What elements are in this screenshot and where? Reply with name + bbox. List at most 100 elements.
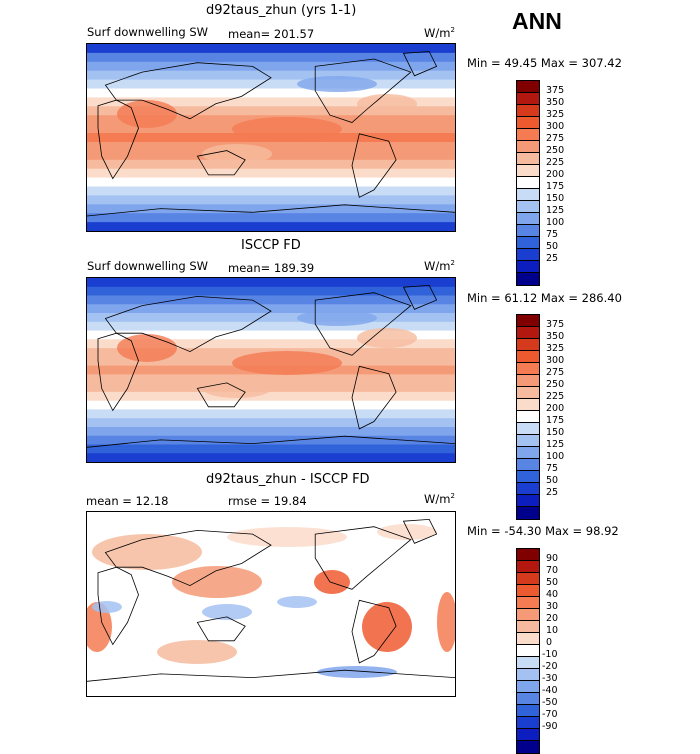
colorbar-swatch xyxy=(517,273,539,285)
map-anomaly-blob xyxy=(317,666,397,678)
map-band xyxy=(87,304,455,315)
colorbar-swatch xyxy=(517,705,539,717)
colorbar-swatch xyxy=(517,213,539,225)
panel-1-minmax: Min = 49.45 Max = 307.42 xyxy=(467,56,622,70)
map-anomaly-blob xyxy=(437,592,455,652)
map-band xyxy=(87,418,455,428)
map-band xyxy=(87,204,455,215)
colorbar-tick-label: 40 xyxy=(546,589,559,600)
coastline xyxy=(87,669,455,682)
colorbar-tick-label: 50 xyxy=(546,577,559,588)
colorbar-swatch xyxy=(517,165,539,177)
colorbar-tick-label: 150 xyxy=(546,193,565,204)
colorbar-tick-label: 225 xyxy=(546,157,565,168)
colorbar-swatch xyxy=(517,447,539,459)
map-band xyxy=(87,391,455,402)
panel-3-rmse: rmse = 19.84 xyxy=(228,494,307,508)
coastline xyxy=(87,204,455,217)
colorbar-tick-label: 70 xyxy=(546,565,559,576)
coastline xyxy=(104,529,272,587)
map-band xyxy=(87,313,455,323)
map-blob xyxy=(232,351,342,375)
map-band xyxy=(87,168,455,179)
map-band xyxy=(87,44,455,54)
colorbar-tick-label: 325 xyxy=(546,343,565,354)
colorbar-swatch xyxy=(517,645,539,657)
map-anomaly-blob xyxy=(227,527,347,547)
map-anomaly-blob xyxy=(92,601,122,613)
season-label: ANN xyxy=(512,8,562,34)
panel-3-mean: mean = 12.18 xyxy=(86,494,169,508)
colorbar-tick-label: 125 xyxy=(546,439,565,450)
colorbar-swatch xyxy=(517,105,539,117)
map-blob xyxy=(232,117,342,141)
colorbar-tick-label: 200 xyxy=(546,169,565,180)
colorbar-swatch xyxy=(517,141,539,153)
colorbar-swatch xyxy=(517,621,539,633)
coastline xyxy=(402,51,438,77)
panel-3-map-svg xyxy=(87,512,455,696)
colorbar-tick-label: 250 xyxy=(546,145,565,156)
colorbar-tick-label: 50 xyxy=(546,241,559,252)
panel-1-map-svg xyxy=(87,44,455,231)
map-band xyxy=(87,409,455,420)
map-band xyxy=(87,195,455,206)
panel-3-minmax: Min = -54.30 Max = 98.92 xyxy=(467,524,619,538)
colorbar-tick-label: 225 xyxy=(546,391,565,402)
map-anomaly-blob xyxy=(92,534,202,570)
map-band xyxy=(87,453,455,462)
colorbar-swatch xyxy=(517,681,539,693)
panel-2-map-svg xyxy=(87,278,455,462)
colorbar-swatch xyxy=(517,507,539,519)
panel-1-field-label: Surf downwelling SW xyxy=(87,25,209,39)
coastline xyxy=(104,62,272,120)
colorbar-tick-label: -70 xyxy=(542,709,558,720)
colorbar-tick-label: 75 xyxy=(546,229,559,240)
colorbar-tick-label: 250 xyxy=(546,379,565,390)
colorbar-swatch xyxy=(517,459,539,471)
map-band xyxy=(87,321,455,332)
colorbar-swatch xyxy=(517,609,539,621)
map-blob xyxy=(357,94,417,114)
colorbar-swatch xyxy=(517,483,539,495)
colorbar-tick-label: 200 xyxy=(546,403,565,414)
panel-3-colorbar xyxy=(516,548,540,754)
colorbar-tick-label: 90 xyxy=(546,553,559,564)
map-blob xyxy=(297,76,377,92)
colorbar-swatch xyxy=(517,585,539,597)
coastline xyxy=(314,58,412,123)
colorbar-tick-label: 300 xyxy=(546,121,565,132)
panel-2-title: ISCCP FD xyxy=(241,238,301,253)
colorbar-swatch xyxy=(517,435,539,447)
colorbar-tick-label: 175 xyxy=(546,181,565,192)
colorbar-swatch xyxy=(517,387,539,399)
colorbar-tick-label: -90 xyxy=(542,721,558,732)
map-band xyxy=(87,444,455,455)
map-band xyxy=(87,222,455,231)
colorbar-swatch xyxy=(517,471,539,483)
coastline xyxy=(97,332,139,412)
colorbar-swatch xyxy=(517,573,539,585)
map-anomaly-blob xyxy=(362,602,412,652)
colorbar-swatch xyxy=(517,375,539,387)
colorbar-tick-label: -50 xyxy=(542,697,558,708)
colorbar-swatch xyxy=(517,633,539,645)
colorbar-tick-label: -20 xyxy=(542,661,558,672)
colorbar-swatch xyxy=(517,225,539,237)
map-blob xyxy=(357,328,417,348)
panel-2-map xyxy=(86,277,456,463)
map-band xyxy=(87,106,455,117)
colorbar-tick-label: 275 xyxy=(546,133,565,144)
colorbar-tick-label: 350 xyxy=(546,331,565,342)
map-anomaly-blob xyxy=(157,640,237,664)
coastline xyxy=(97,566,139,646)
map-anomaly-blob xyxy=(277,596,317,608)
colorbar-tick-label: 350 xyxy=(546,97,565,108)
map-blob xyxy=(202,144,272,164)
panel-2-colorbar xyxy=(516,314,540,520)
coastline xyxy=(196,382,246,408)
map-band xyxy=(87,159,455,170)
colorbar-tick-label: 175 xyxy=(546,415,565,426)
colorbar-swatch xyxy=(517,561,539,573)
colorbar-tick-label: 375 xyxy=(546,319,565,330)
